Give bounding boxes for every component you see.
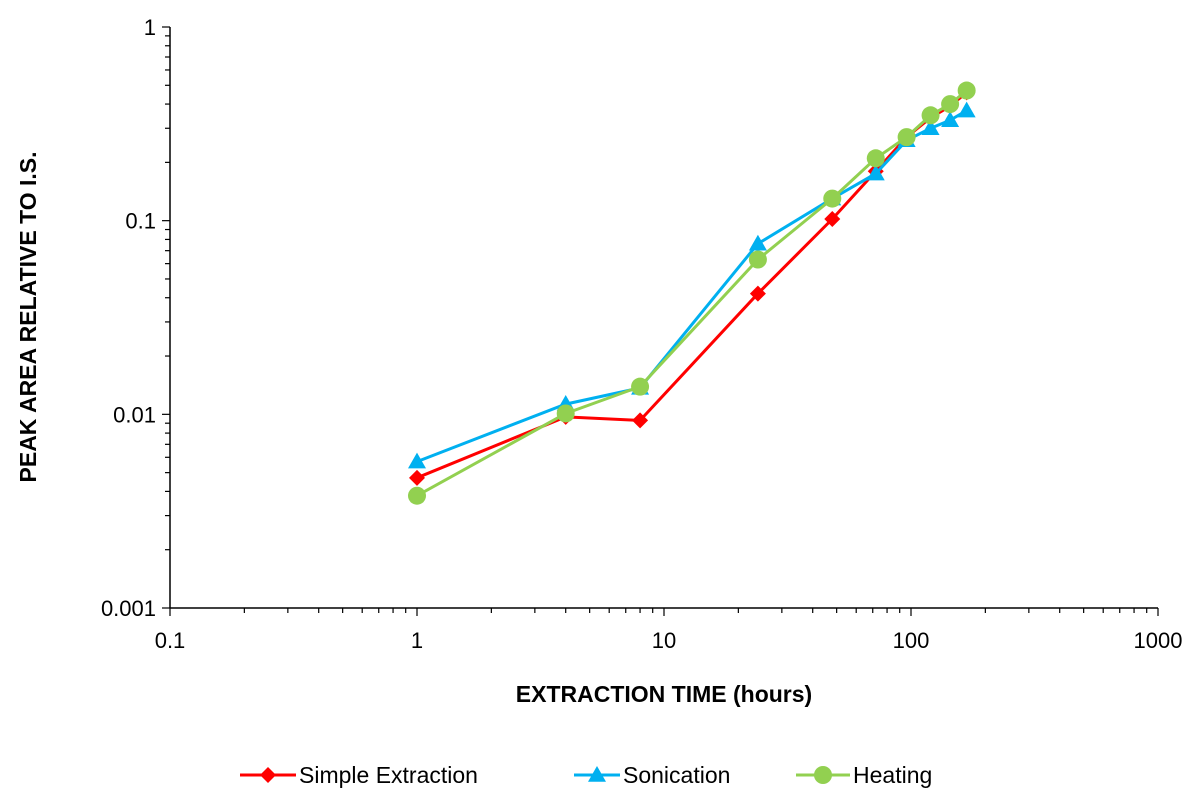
legend-item-simple-extraction: Simple Extraction: [240, 762, 478, 788]
legend-item-sonication: Sonication: [574, 762, 730, 788]
legend-label: Heating: [853, 762, 932, 788]
data-point-heating: [921, 106, 940, 125]
axes: 0.1 1 10 100 1000 0.001 0.01 0.1 1: [101, 15, 1183, 653]
series-layer: [408, 81, 976, 505]
data-point-simple-extraction: [632, 412, 649, 429]
data-point-simple-extraction: [824, 211, 841, 228]
legend-item-heating: Heating: [796, 762, 932, 788]
x-tick-label: 1000: [1134, 628, 1183, 653]
x-tick-label: 1: [411, 628, 423, 653]
data-point-sonication: [957, 101, 976, 118]
x-tick-label: 10: [652, 628, 676, 653]
y-axis-title: PEAK AREA RELATIVE TO I.S.: [15, 152, 41, 483]
legend-label: Simple Extraction: [299, 762, 478, 788]
data-point-sonication: [866, 164, 885, 181]
series-sonication: [408, 101, 976, 469]
data-point-heating: [897, 128, 916, 147]
data-point-simple-extraction: [409, 469, 425, 486]
data-point-simple-extraction: [749, 285, 766, 302]
data-point-heating: [748, 250, 767, 269]
data-point-sonication: [408, 452, 426, 469]
data-point-heating: [823, 189, 842, 208]
y-tick-label: 1: [144, 15, 156, 40]
y-tick-label: 0.1: [125, 209, 156, 234]
series-line-heating: [416, 89, 968, 498]
data-point-heating: [941, 95, 960, 114]
data-point-heating: [556, 404, 575, 423]
series-simple-extraction: [409, 84, 975, 486]
data-point-heating: [631, 377, 650, 396]
series-line-sonication: [416, 109, 968, 463]
data-point-heating: [957, 81, 976, 100]
x-tick-label: 100: [893, 628, 930, 653]
legend-marker-circle: [814, 766, 832, 784]
data-point-sonication: [748, 234, 767, 251]
legend: Simple Extraction Sonication Heating: [240, 762, 932, 788]
y-tick-label: 0.01: [113, 402, 156, 427]
data-point-sonication: [921, 119, 940, 136]
legend-marker-triangle: [588, 766, 606, 782]
series-line-simple-extraction: [416, 91, 968, 480]
data-point-sonication: [941, 111, 960, 127]
y-tick-label: 0.001: [101, 596, 156, 621]
legend-marker-diamond: [260, 767, 276, 783]
x-axis-title: EXTRACTION TIME (hours): [516, 681, 812, 707]
series-heating: [408, 81, 976, 505]
x-tick-label: 0.1: [155, 628, 186, 653]
data-point-heating: [408, 486, 426, 505]
legend-label: Sonication: [623, 762, 730, 788]
data-point-heating: [866, 149, 885, 168]
